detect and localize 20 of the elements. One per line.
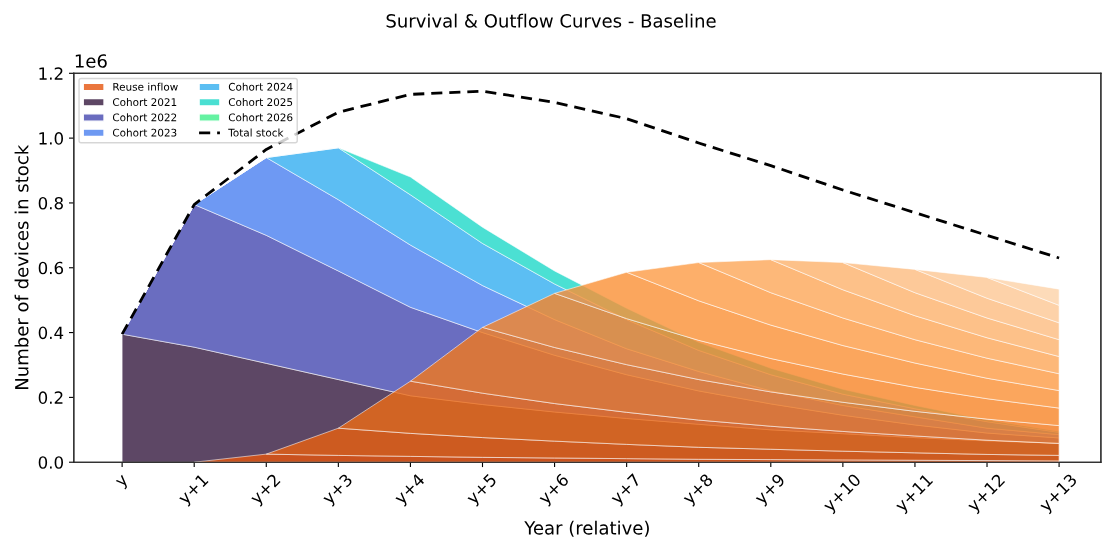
y-axis-title: Number of devices in stock xyxy=(14,144,29,389)
chart-title: Survival & Outflow Curves - Baseline xyxy=(386,13,716,28)
text: 1e6 xyxy=(75,54,107,68)
y-tick-label: 1.0 xyxy=(39,132,64,145)
y-tick-label: 0.4 xyxy=(38,326,64,340)
y-tick-label: 0.8 xyxy=(38,196,63,210)
legend-label: Cohort 2022 xyxy=(112,113,177,122)
y-tick-label: 0.0 xyxy=(38,456,64,469)
legend-label: Cohort 2024 xyxy=(228,82,293,91)
x-axis-title: Year (relative) xyxy=(524,520,649,537)
y-tick-label: 0.2 xyxy=(38,391,63,404)
legend-label: Cohort 2025 xyxy=(228,97,293,107)
legend-label: Cohort 2023 xyxy=(112,128,177,137)
x-tick-label: y xyxy=(115,474,131,490)
legend-label: Reuse inflow xyxy=(113,82,178,91)
y-tick-label: 0.6 xyxy=(38,261,64,275)
legend-label: Cohort 2021 xyxy=(112,97,177,107)
y-tick-label: 1.2 xyxy=(39,67,63,80)
legend-label: Total stock xyxy=(228,128,284,137)
legend-label: Cohort 2026 xyxy=(228,113,293,122)
